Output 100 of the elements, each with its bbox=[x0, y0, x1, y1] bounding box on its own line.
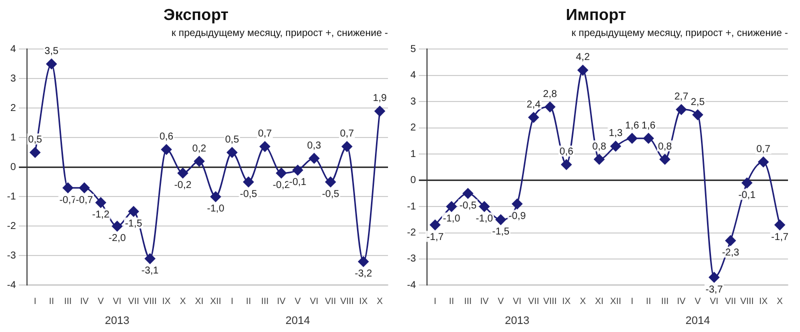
point bbox=[292, 164, 303, 176]
point bbox=[561, 159, 572, 170]
point bbox=[708, 272, 720, 283]
point bbox=[144, 253, 156, 264]
point bbox=[358, 256, 369, 267]
data-label: 0,6 bbox=[159, 132, 174, 142]
point bbox=[226, 147, 238, 158]
point bbox=[194, 156, 204, 167]
point bbox=[462, 188, 474, 199]
point bbox=[692, 110, 703, 120]
data-label: 1,3 bbox=[608, 128, 624, 140]
point bbox=[161, 144, 172, 155]
data-label: 1,6 bbox=[642, 120, 656, 132]
data-label: -0,5 bbox=[459, 200, 477, 212]
data-label: 0,5 bbox=[225, 134, 240, 146]
point bbox=[62, 182, 74, 194]
y-tick-label: 2 bbox=[10, 102, 16, 114]
point bbox=[626, 133, 638, 144]
point bbox=[758, 156, 769, 168]
x-tick-label: V bbox=[498, 296, 504, 306]
x-tick-label: X bbox=[580, 296, 586, 306]
point bbox=[676, 104, 687, 115]
data-label: 0,7 bbox=[340, 128, 354, 140]
x-tick-label: IX bbox=[162, 296, 171, 306]
data-label: 2,5 bbox=[690, 96, 706, 108]
x-tick-label: IX bbox=[562, 296, 571, 306]
data-label: 0,3 bbox=[307, 140, 322, 152]
x-tick-label: XI bbox=[594, 296, 604, 306]
y-tick-label: 0 bbox=[410, 175, 416, 186]
point bbox=[260, 141, 270, 152]
y-tick-label: -1 bbox=[6, 191, 16, 202]
data-label: -0,5 bbox=[322, 188, 340, 200]
point bbox=[178, 168, 188, 178]
data-label: -1,0 bbox=[442, 214, 461, 225]
y-tick-label: 3 bbox=[10, 73, 16, 84]
point bbox=[325, 176, 336, 188]
point bbox=[742, 178, 752, 188]
x-tick-label: IV bbox=[80, 296, 89, 306]
data-label: -3,1 bbox=[141, 266, 160, 277]
x-tick-label: I bbox=[230, 296, 234, 306]
data-label: -1,5 bbox=[124, 218, 143, 230]
x-tick-label: V bbox=[98, 296, 104, 306]
x-tick-label: II bbox=[646, 296, 651, 306]
chart-title: Импорт bbox=[566, 7, 626, 24]
y-tick-label: -4 bbox=[406, 280, 416, 291]
data-label: 0,8 bbox=[592, 141, 607, 152]
point bbox=[774, 220, 786, 230]
data-label: 4,2 bbox=[576, 52, 590, 64]
x-tick-label: XII bbox=[210, 296, 222, 306]
x-tick-label: X bbox=[776, 296, 783, 306]
x-tick-label: IX bbox=[759, 296, 768, 306]
x-tick-label: III bbox=[661, 296, 669, 306]
data-label: -0,2 bbox=[174, 180, 192, 192]
x-tick-label: IV bbox=[677, 296, 686, 306]
data-label: 0,7 bbox=[756, 144, 771, 155]
data-label: -1,7 bbox=[771, 232, 789, 243]
point bbox=[128, 206, 139, 217]
x-tick-label: III bbox=[64, 296, 72, 306]
data-label: -0,1 bbox=[738, 190, 756, 201]
x-tick-label: X bbox=[180, 296, 186, 306]
data-label: 2,4 bbox=[526, 99, 541, 110]
x-tick-label: VII bbox=[128, 296, 140, 306]
data-label: 0,8 bbox=[658, 141, 672, 152]
y-tick-label: 3 bbox=[410, 96, 416, 108]
point bbox=[243, 176, 254, 188]
x-tick-label: II bbox=[49, 296, 54, 306]
data-label: -0,9 bbox=[508, 210, 526, 222]
text: 2014 bbox=[685, 315, 710, 327]
point bbox=[46, 58, 57, 70]
x-tick-label: IX bbox=[359, 296, 368, 306]
data-label: -2,3 bbox=[722, 248, 740, 259]
data-label: -1,7 bbox=[426, 232, 444, 243]
y-tick-label: -3 bbox=[406, 254, 416, 265]
x-tick-label: X bbox=[376, 296, 383, 306]
x-tick-label: I bbox=[434, 296, 436, 306]
chart-title: Экспорт bbox=[164, 7, 229, 24]
x-tick-label: VIII bbox=[340, 296, 354, 306]
point bbox=[308, 153, 320, 164]
point bbox=[96, 197, 106, 208]
x-tick-label: IV bbox=[480, 296, 489, 306]
data-label: -1,5 bbox=[492, 226, 510, 238]
x-tick-label: V bbox=[694, 296, 701, 306]
point bbox=[544, 102, 556, 112]
x-tick-label: XII bbox=[610, 296, 622, 306]
text: 2013 bbox=[104, 315, 130, 327]
data-label: 0,2 bbox=[192, 143, 207, 154]
data-label: -0,7 bbox=[59, 194, 77, 206]
x-tick-label: VI bbox=[710, 296, 718, 306]
x-tick-label: XI bbox=[194, 296, 204, 306]
data-label: 0,6 bbox=[559, 146, 574, 158]
data-label: 1,6 bbox=[625, 120, 640, 132]
point bbox=[342, 141, 352, 152]
y-tick-label: 5 bbox=[410, 44, 416, 55]
x-tick-label: VIII bbox=[143, 296, 157, 306]
point bbox=[446, 201, 457, 212]
point bbox=[210, 191, 221, 202]
point bbox=[430, 220, 440, 230]
chart-subtitle: к предыдущему месяцу, прирост +, снижение - bbox=[172, 28, 388, 39]
data-label: -1,2 bbox=[92, 210, 110, 221]
data-label: -0,1 bbox=[289, 177, 307, 188]
